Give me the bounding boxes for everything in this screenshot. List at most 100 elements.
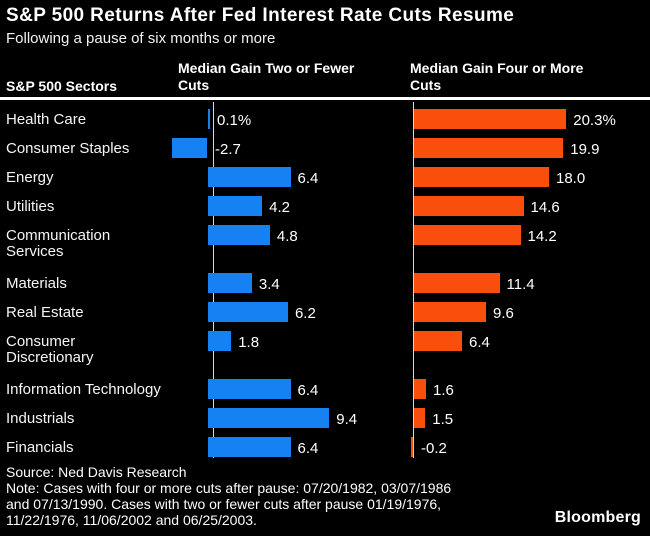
source-note: Source: Ned Davis Research Note: Cases w…: [6, 464, 451, 528]
bar-cell-four-or-more: -0.2: [410, 434, 650, 463]
column-header-two-or-fewer-cuts: Median Gain Two or Fewer Cuts: [178, 60, 355, 93]
table-row: Communication Services 4.8 14.2: [0, 222, 650, 270]
bar-cell-two-or-fewer: 6.4: [172, 376, 410, 405]
page-title: S&P 500 Returns After Fed Interest Rate …: [6, 5, 515, 26]
table-row: Utilities 4.2 14.6: [0, 193, 650, 222]
bar-cell-two-or-fewer: 6.2: [172, 299, 410, 328]
table-row: Energy 6.4 18.0: [0, 164, 650, 193]
bar-cell-two-or-fewer: 6.4: [172, 434, 410, 463]
bar-value-label: 6.4: [297, 170, 319, 187]
sector-label: Materials: [6, 275, 67, 292]
bar-chart: Health Care 0.1% 20.3% Consumer Staples -2.7…: [0, 100, 650, 464]
bar-two-or-fewer: [208, 167, 291, 187]
bar-four-or-more: [414, 273, 500, 293]
bar-cell-four-or-more: 20.3%: [410, 106, 650, 135]
bar-value-label: 9.6: [493, 305, 514, 322]
bloomberg-logo: Bloomberg: [554, 509, 641, 526]
sector-label: Financials: [6, 439, 74, 456]
bar-cell-four-or-more: 14.2: [410, 222, 650, 270]
bar-four-or-more: [414, 138, 564, 158]
bar-value-label: 14.6: [530, 199, 560, 216]
column-header-sectors: S&P 500 Sectors: [6, 78, 118, 94]
bar-value-label: 9.4: [336, 411, 358, 428]
bar-value-label: 18.0: [556, 170, 586, 187]
bar-two-or-fewer: [208, 302, 288, 322]
bar-cell-four-or-more: 18.0: [410, 164, 650, 193]
sector-label: Consumer Staples: [6, 140, 130, 157]
bar-cell-two-or-fewer: 4.8: [172, 222, 410, 270]
bar-cell-four-or-more: 1.6: [410, 376, 650, 405]
bar-cell-four-or-more: 1.5: [410, 405, 650, 434]
bar-cell-four-or-more: 14.6: [410, 193, 650, 222]
bar-two-or-fewer: [208, 379, 291, 399]
bar-four-or-more: [414, 196, 524, 216]
source-line: Source: Ned Davis Research: [6, 464, 187, 480]
bar-two-or-fewer: [208, 109, 210, 129]
bar-value-label: 6.4: [297, 440, 319, 457]
sector-label: Information Technology: [6, 381, 161, 398]
bar-cell-four-or-more: 6.4: [410, 328, 650, 376]
axis-line-four-or-more: [413, 102, 414, 458]
bar-value-label: 1.6: [433, 382, 454, 399]
table-row: Health Care 0.1% 20.3%: [0, 106, 650, 135]
bar-four-or-more: [414, 379, 426, 399]
header-rule: [0, 97, 650, 100]
bar-value-label: 1.8: [238, 334, 260, 351]
bar-value-label: -0.2: [421, 440, 447, 457]
bar-cell-two-or-fewer: -2.7: [172, 135, 410, 164]
table-row: Consumer Staples -2.7 19.9: [0, 135, 650, 164]
bar-two-or-fewer: [208, 408, 330, 428]
chart-subtitle: Following a pause of six months or more: [6, 30, 276, 47]
bar-value-label: -2.7: [215, 141, 241, 158]
sector-label: Utilities: [6, 198, 55, 215]
bar-cell-two-or-fewer: 0.1%: [172, 106, 410, 135]
bar-two-or-fewer: [208, 331, 232, 351]
bar-four-or-more: [414, 109, 567, 129]
bar-value-label: 19.9: [570, 141, 600, 158]
bar-four-or-more: [414, 408, 426, 428]
sector-label: Energy: [6, 169, 54, 186]
bar-value-label: 14.2: [527, 228, 557, 245]
bar-cell-two-or-fewer: 3.4: [172, 270, 410, 299]
bar-four-or-more: [414, 225, 521, 245]
bar-two-or-fewer: [208, 437, 291, 457]
bar-value-label: 20.3%: [573, 112, 616, 129]
sector-label: Industrials: [6, 410, 75, 427]
sector-label: Consumer Discretionary: [6, 333, 94, 366]
bar-cell-two-or-fewer: 9.4: [172, 405, 410, 434]
bar-two-or-fewer: [208, 273, 252, 293]
bar-cell-four-or-more: 11.4: [410, 270, 650, 299]
bar-four-or-more: [414, 167, 549, 187]
note-line-2: and 07/13/1990. Cases with two or fewer …: [6, 496, 442, 512]
note-line-3: 11/22/1976, 11/06/2002 and 06/25/2003.: [6, 512, 257, 528]
bar-value-label: 6.4: [297, 382, 319, 399]
table-row: Real Estate 6.2 9.6: [0, 299, 650, 328]
column-header-four-or-more-cuts: Median Gain Four or More Cuts: [410, 60, 584, 93]
table-row: Financials 6.4 -0.2: [0, 434, 650, 463]
table-row: Materials 3.4 11.4: [0, 270, 650, 299]
bar-value-label: 11.4: [506, 276, 535, 293]
bar-value-label: 6.4: [469, 334, 490, 351]
sector-label: Real Estate: [6, 304, 84, 321]
sector-label: Communication Services: [6, 227, 111, 260]
table-row: Information Technology 6.4 1.6: [0, 376, 650, 405]
bar-value-label: 1.5: [432, 411, 454, 428]
bar-two-or-fewer: [172, 138, 207, 158]
bar-cell-two-or-fewer: 6.4: [172, 164, 410, 193]
bar-value-label: 4.8: [276, 228, 298, 245]
table-row: Industrials 9.4 1.5: [0, 405, 650, 434]
bar-cell-four-or-more: 9.6: [410, 299, 650, 328]
chart-rows: Health Care 0.1% 20.3% Consumer Staples -2.7…: [0, 106, 650, 463]
bar-value-label: 0.1%: [217, 112, 252, 129]
bar-two-or-fewer: [208, 225, 270, 245]
bar-value-label: 4.2: [269, 199, 291, 216]
bar-cell-two-or-fewer: 1.8: [172, 328, 410, 376]
note-line-1: Note: Cases with four or more cuts after…: [6, 480, 452, 496]
sector-label: Health Care: [6, 111, 87, 128]
bar-two-or-fewer: [208, 196, 263, 216]
bar-value-label: 3.4: [258, 276, 280, 293]
bar-four-or-more: [414, 302, 486, 322]
table-row: Consumer Discretionary 1.8 6.4: [0, 328, 650, 376]
bar-value-label: 6.2: [294, 305, 316, 322]
